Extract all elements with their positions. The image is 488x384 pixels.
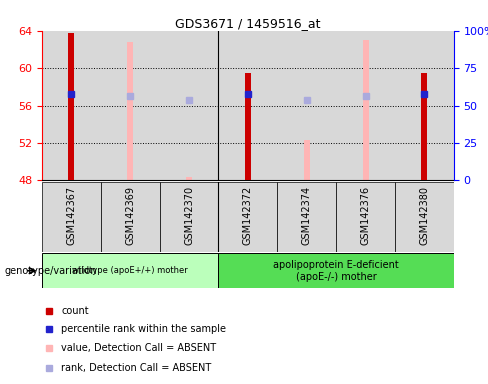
Text: genotype/variation: genotype/variation bbox=[5, 266, 98, 276]
Bar bbox=[395, 182, 454, 252]
Bar bbox=[422, 73, 427, 180]
Bar bbox=[186, 177, 192, 180]
Bar bbox=[160, 31, 219, 180]
Bar bbox=[219, 31, 277, 180]
Text: rank, Detection Call = ABSENT: rank, Detection Call = ABSENT bbox=[61, 363, 211, 373]
Text: GSM142367: GSM142367 bbox=[66, 186, 77, 245]
Text: percentile rank within the sample: percentile rank within the sample bbox=[61, 324, 226, 334]
Bar bbox=[363, 40, 368, 180]
Bar bbox=[304, 140, 310, 180]
Bar bbox=[127, 42, 133, 180]
Bar bbox=[245, 73, 251, 180]
Text: GSM142376: GSM142376 bbox=[361, 186, 370, 245]
Bar bbox=[160, 182, 219, 252]
Bar bbox=[336, 31, 395, 180]
Bar bbox=[219, 253, 454, 288]
Text: GSM142372: GSM142372 bbox=[243, 186, 253, 245]
Title: GDS3671 / 1459516_at: GDS3671 / 1459516_at bbox=[175, 17, 321, 30]
Text: value, Detection Call = ABSENT: value, Detection Call = ABSENT bbox=[61, 343, 216, 353]
Text: GSM142374: GSM142374 bbox=[302, 186, 312, 245]
Bar bbox=[277, 182, 336, 252]
Text: GSM142380: GSM142380 bbox=[419, 186, 429, 245]
Text: count: count bbox=[61, 306, 89, 316]
Bar bbox=[101, 31, 160, 180]
Bar bbox=[42, 31, 101, 180]
Bar bbox=[277, 31, 336, 180]
Bar bbox=[336, 182, 395, 252]
Text: GSM142369: GSM142369 bbox=[125, 186, 135, 245]
Bar bbox=[101, 182, 160, 252]
Text: wildtype (apoE+/+) mother: wildtype (apoE+/+) mother bbox=[72, 266, 188, 275]
Bar bbox=[42, 253, 219, 288]
Text: GSM142370: GSM142370 bbox=[184, 186, 194, 245]
Text: apolipoprotein E-deficient
(apoE-/-) mother: apolipoprotein E-deficient (apoE-/-) mot… bbox=[273, 260, 399, 281]
Bar bbox=[219, 182, 277, 252]
Bar bbox=[42, 182, 101, 252]
Bar bbox=[68, 33, 74, 180]
Bar bbox=[395, 31, 454, 180]
